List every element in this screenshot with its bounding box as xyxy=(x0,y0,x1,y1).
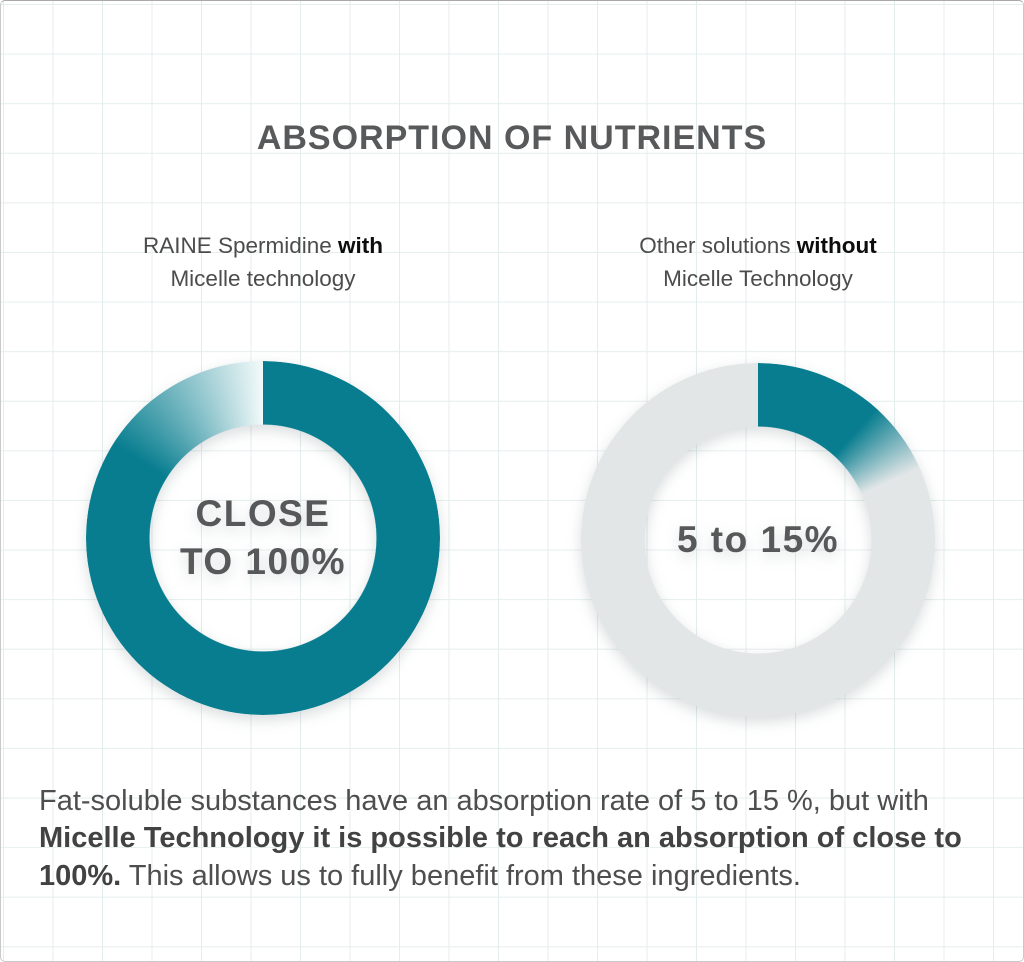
donut-chart-with-micelle: CLOSE TO 100% xyxy=(86,361,440,715)
left-chart-label-line2: Micelle technology xyxy=(170,265,356,291)
left-chart-label-emphasis: with xyxy=(338,233,384,258)
right-chart-label-emphasis: without xyxy=(796,233,877,258)
right-chart-label: Other solutions without Micelle Technolo… xyxy=(538,230,978,295)
left-chart-label-text: RAINE Spermidine xyxy=(142,233,339,258)
page-title: ABSORPTION OF NUTRIENTS xyxy=(256,119,768,157)
left-chart-label: RAINE Spermidine with Micelle technology xyxy=(43,230,483,295)
right-chart-label-text: Other solutions xyxy=(639,233,797,258)
donut-center-line1: 5 to 15% xyxy=(676,519,840,560)
donut-ring-with-micelle xyxy=(86,361,440,715)
right-chart-label-line2: Micelle Technology xyxy=(663,265,853,291)
donut-center-line2: TO 100% xyxy=(179,541,347,582)
footnote-paragraph: Fat-soluble substances have an absorptio… xyxy=(39,783,997,895)
footnote-text-end: This allows us to fully benefit from the… xyxy=(121,859,801,892)
donut-center-value-with-micelle: CLOSE TO 100% xyxy=(86,361,440,715)
donut-center-line1: CLOSE xyxy=(195,493,331,534)
footnote-text-bold: Micelle Technology it is possible to rea… xyxy=(39,822,962,892)
donut-chart-without-micelle: 5 to 15% xyxy=(581,363,935,717)
footnote-text-start: Fat-soluble substances have an absorptio… xyxy=(39,785,929,817)
donut-ring-without-micelle xyxy=(581,363,935,717)
donut-center-value-without-micelle: 5 to 15% xyxy=(581,363,935,717)
